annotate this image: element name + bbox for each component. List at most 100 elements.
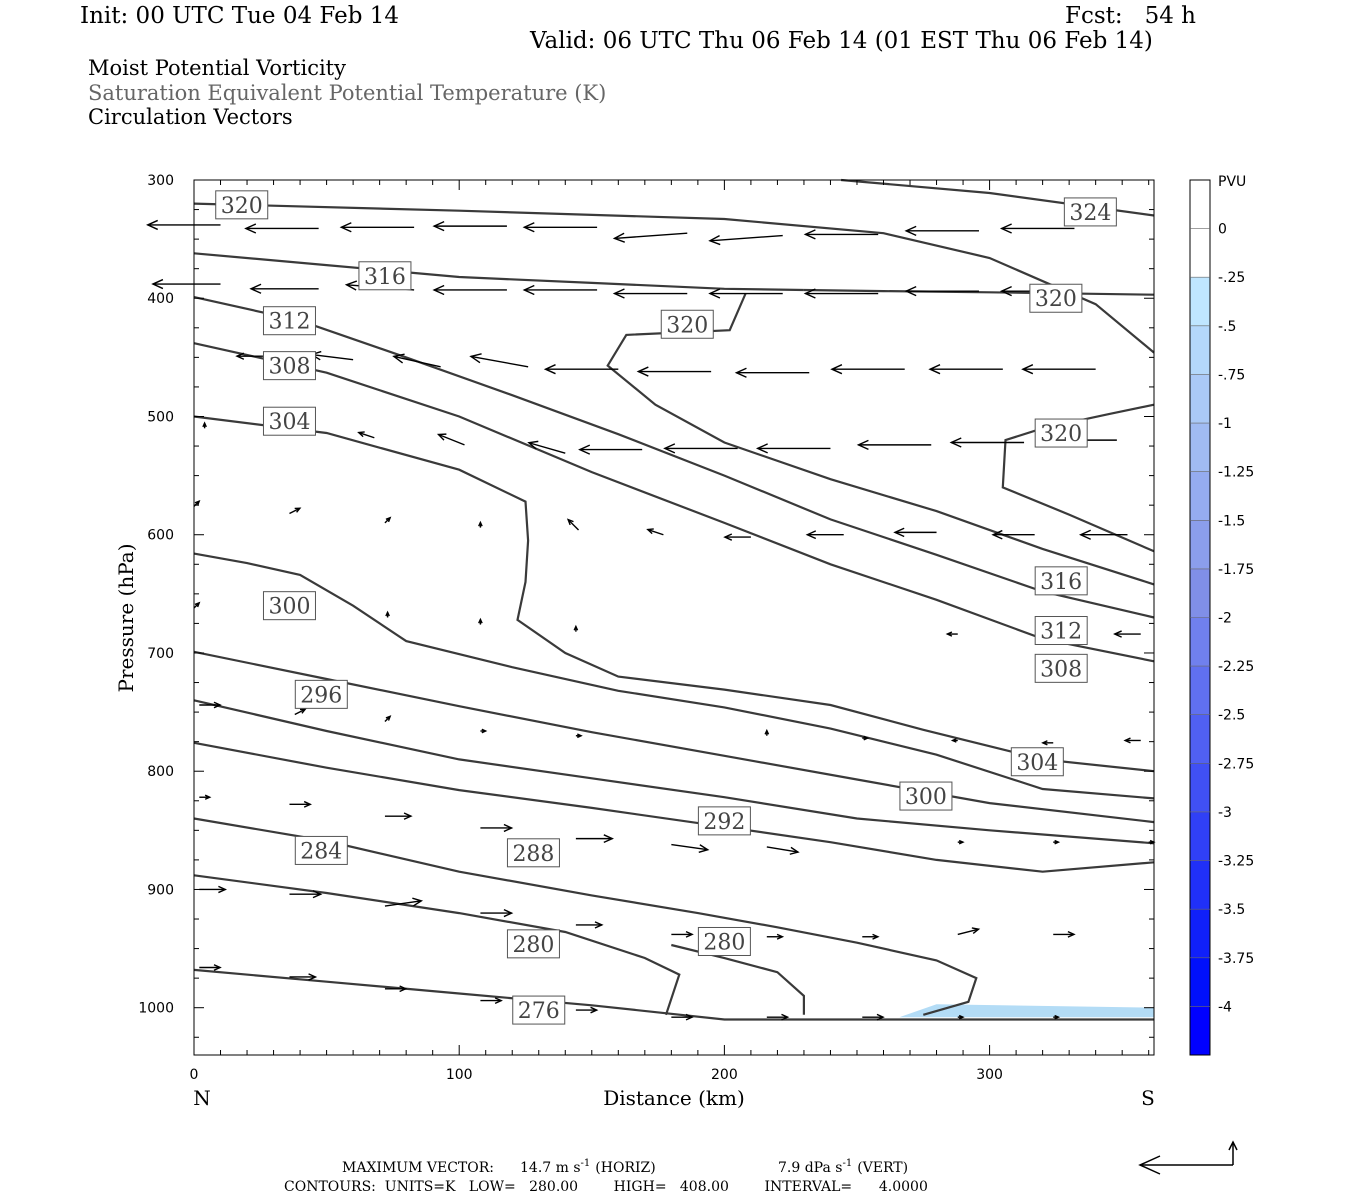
contour-label: 300 xyxy=(268,595,310,620)
colorbar-label: -1.25 xyxy=(1218,465,1254,481)
circulation-vector xyxy=(575,834,614,844)
circulation-vector xyxy=(1113,630,1141,638)
circulation-vector xyxy=(671,930,694,938)
circulation-vector xyxy=(566,518,580,531)
contour-label-box xyxy=(1034,653,1088,683)
colorbar-label: -3 xyxy=(1218,805,1232,821)
colorbar-swatch xyxy=(1190,325,1210,375)
contour-label-box xyxy=(358,261,412,291)
contour-label: 308 xyxy=(268,355,310,380)
y-tick-label: 1000 xyxy=(138,1001,174,1017)
contour-label: 292 xyxy=(703,810,745,835)
colorbar-swatch xyxy=(1190,568,1210,618)
circulation-vector xyxy=(575,1006,599,1014)
colorbar-swatch xyxy=(1190,909,1210,958)
circulation-vector xyxy=(480,823,514,833)
contour-312-6 xyxy=(193,296,1155,619)
circulation-vector xyxy=(957,839,965,845)
valid-time: Valid: 06 UTC Thu 06 Feb 14 (01 EST Thu … xyxy=(530,28,1153,54)
contour-308-8 xyxy=(193,342,1155,663)
circulation-vector xyxy=(723,533,751,541)
circulation-vector xyxy=(766,1013,790,1021)
colorbar-swatch xyxy=(1190,277,1210,326)
colorbar-label: -.25 xyxy=(1218,270,1245,286)
contour-320-5 xyxy=(1001,403,1155,553)
contour-label: 304 xyxy=(1016,751,1058,776)
circulation-vector xyxy=(612,232,688,243)
circulation-vector xyxy=(663,443,738,454)
circulation-vector xyxy=(480,728,488,734)
colorbar-swatch xyxy=(1190,423,1210,472)
contour-292-16 xyxy=(193,699,1155,845)
circulation-vector xyxy=(708,234,783,246)
circulation-vector xyxy=(830,364,905,375)
contour-info: CONTOURS: UNITS=K LOW= 280.00 HIGH= 408.… xyxy=(284,1179,928,1195)
contour-284-18 xyxy=(193,817,978,1016)
circulation-vector xyxy=(1123,737,1141,744)
circulation-vector xyxy=(146,219,221,231)
y-tick-label: 500 xyxy=(147,409,174,425)
reference-vector-icon xyxy=(1138,1140,1238,1175)
circulation-vector xyxy=(199,964,222,971)
circulation-vector xyxy=(543,364,619,375)
circulation-vector xyxy=(805,530,844,540)
contour-labels: 320 324 316 320 320 320 312 316 308 312 304 308 300 3… xyxy=(215,190,1117,1025)
colorbar-label: -3.5 xyxy=(1218,902,1245,918)
max-vector-vert: 7.9 dPa s-1 (VERT) xyxy=(778,1158,908,1176)
x-axis-label: Distance (km) xyxy=(603,1086,745,1110)
circulation-vector xyxy=(151,278,221,290)
y-tick-label: 600 xyxy=(147,528,174,544)
colorbar-swatch xyxy=(1190,520,1210,569)
circulation-vector xyxy=(244,223,319,234)
circulation-vector xyxy=(384,985,408,993)
max-vector-label: MAXIMUM VECTOR: xyxy=(342,1160,494,1176)
colorbar-label: -2 xyxy=(1218,611,1232,627)
circulation-vector xyxy=(862,1013,885,1021)
circulation-vector xyxy=(384,715,392,723)
circulation-vector xyxy=(671,1013,694,1021)
contour-label-box xyxy=(512,995,566,1025)
colorbar-swatch xyxy=(1190,617,1210,667)
colorbar-swatch xyxy=(1190,714,1210,764)
circulation-vector xyxy=(469,353,529,368)
circulation-vector xyxy=(904,225,979,236)
circulation-vector xyxy=(289,800,312,808)
contour-label: 312 xyxy=(1040,620,1082,645)
circulation-vector xyxy=(578,444,643,455)
x-tick-label: 300 xyxy=(976,1067,1003,1083)
y-tick-label: 400 xyxy=(147,291,174,307)
circulation-vector xyxy=(436,433,465,446)
circulation-vector xyxy=(1041,740,1054,746)
circulation-vector xyxy=(999,223,1075,234)
contour-label: 284 xyxy=(300,839,342,864)
circulation-vector xyxy=(575,921,604,929)
mpv-shading-layer xyxy=(899,1004,1154,1018)
contour-label-box xyxy=(262,406,316,436)
circulation-vector xyxy=(904,286,979,297)
circulation-vector xyxy=(575,733,583,739)
footer: MAXIMUM VECTOR: 14.7 m s-1 (HORIZ) 7.9 dP… xyxy=(284,1158,928,1195)
circulation-vector xyxy=(803,229,879,240)
colorbar-label: -1.5 xyxy=(1218,513,1245,529)
colorbar-swatch xyxy=(1190,228,1210,278)
contour-label: 312 xyxy=(268,310,310,335)
circulation-vector xyxy=(573,624,579,632)
init-time: Init: 00 UTC Tue 04 Feb 14 xyxy=(80,3,400,29)
contour-label: 300 xyxy=(905,785,947,810)
circulation-vector xyxy=(755,443,831,454)
contour-label-box xyxy=(1034,616,1088,646)
contour-label: 288 xyxy=(512,842,554,867)
contour-label-box xyxy=(262,306,316,336)
circulation-vector xyxy=(803,288,879,299)
circulation-vector xyxy=(384,516,392,524)
circulation-vector xyxy=(432,220,507,232)
contour-label: 320 xyxy=(666,313,708,338)
y-tick-label: 800 xyxy=(147,764,174,780)
colorbar-swatch xyxy=(1190,180,1210,229)
contour-label: 316 xyxy=(1040,570,1082,595)
circulation-vector xyxy=(1053,839,1061,845)
circulation-vector xyxy=(392,353,441,368)
circulation-vector xyxy=(1053,930,1076,938)
y-axis-label: Pressure (hPa) xyxy=(114,544,138,693)
colorbar-swatch xyxy=(1190,763,1210,812)
